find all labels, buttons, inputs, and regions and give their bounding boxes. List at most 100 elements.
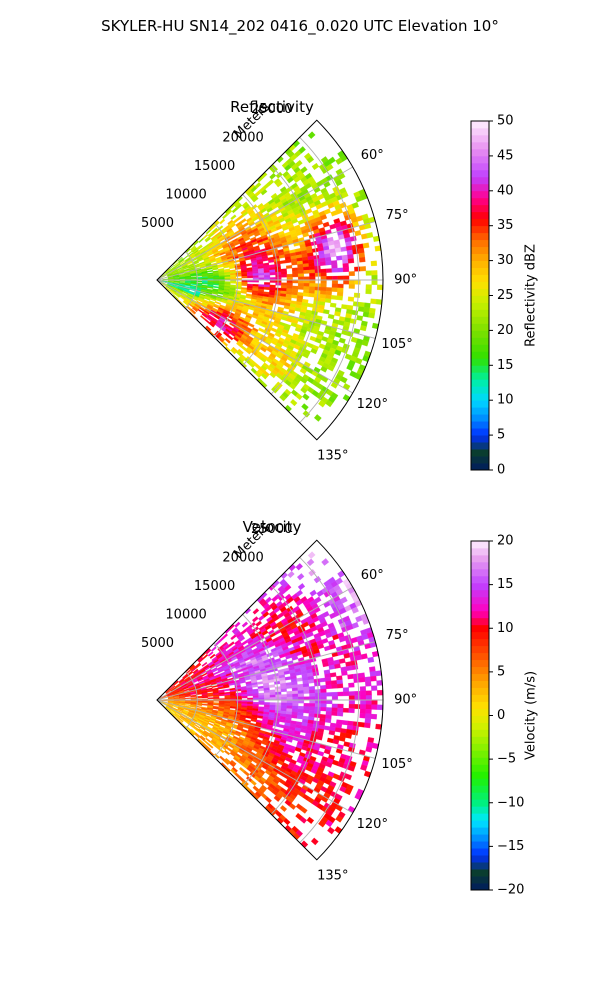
colorbar-swatch (471, 736, 489, 744)
radar-gate (297, 583, 306, 591)
radar-gate (334, 311, 341, 317)
radar-gate (348, 704, 355, 709)
radar-gate (349, 235, 357, 242)
radar-gate (365, 288, 372, 295)
colorbar-swatch (471, 827, 489, 835)
radar-gate (214, 301, 221, 305)
radar-gate (326, 692, 333, 697)
radar-gate (322, 221, 330, 228)
colorbar-swatch (471, 204, 489, 213)
radar-gate (348, 284, 355, 289)
colorbar-swatch (471, 121, 489, 129)
radar-gate (338, 736, 346, 742)
radar-gate (297, 687, 304, 691)
radar-gate (217, 225, 224, 231)
colorbar-swatch (471, 813, 489, 821)
colorbar-swatch (471, 806, 489, 814)
radar-gate (230, 281, 237, 284)
radar-gate (286, 690, 293, 695)
colorbar-swatch (471, 260, 489, 268)
radar-gate (303, 266, 310, 271)
radar-gate (256, 681, 264, 685)
radar-gate (325, 260, 332, 266)
radar-gate (317, 750, 325, 757)
radar-gate (371, 685, 378, 691)
radar-gate (309, 286, 316, 291)
radar-field (156, 131, 384, 422)
radial-tick-label: 15000 (194, 159, 235, 174)
radar-gate (336, 255, 343, 261)
radar-gate (292, 702, 299, 707)
radar-gate (353, 292, 361, 298)
radar-gate (360, 695, 367, 701)
colorbar-swatch (471, 743, 489, 751)
colorbar-swatch (471, 155, 489, 164)
colorbar-swatch (471, 267, 489, 275)
radar-gate (325, 710, 332, 716)
radar-gate (376, 689, 384, 696)
radar-gate (337, 691, 344, 697)
radar-gate (179, 281, 186, 283)
radar-gate (371, 275, 378, 281)
radar-gate (297, 270, 304, 274)
radar-gate (320, 214, 328, 221)
radar-gate (338, 658, 346, 664)
radar-gate (360, 704, 367, 710)
radar-gate (309, 699, 316, 704)
radar-gate (224, 749, 231, 756)
colorbar-swatch (471, 792, 489, 800)
azimuth-tick-label: 120° (357, 397, 388, 412)
colorbar-swatch (471, 211, 489, 220)
colorbar-swatch (471, 680, 489, 688)
radar-gate (281, 282, 288, 286)
radar-gate (302, 393, 310, 401)
radar-gate (280, 688, 287, 693)
radar-gate (354, 266, 361, 272)
colorbar-swatch (471, 659, 489, 668)
radar-gate (343, 691, 350, 697)
radar-gate (228, 641, 235, 647)
radar-gate (255, 620, 263, 627)
radar-gate (320, 685, 327, 690)
colorbar-swatch (471, 393, 489, 401)
colorbar-tick-label: 15 (497, 358, 514, 373)
radar-gate (331, 283, 338, 289)
colorbar-tick-label: 45 (497, 148, 514, 163)
radar-gate (201, 703, 208, 706)
radar-gate (337, 287, 344, 293)
radar-gate (219, 218, 226, 225)
radar-gate (224, 276, 231, 279)
radar-gate (258, 695, 265, 698)
radar-gate (329, 302, 337, 308)
colorbar-swatch (471, 541, 489, 549)
radar-gate (241, 621, 249, 628)
radar-gate (286, 265, 293, 269)
radar-gate (330, 295, 338, 300)
radar-gate (235, 286, 242, 290)
radar-gate (341, 720, 349, 726)
azimuth-tick-label: 60° (361, 568, 384, 583)
radar-gate (230, 214, 237, 221)
radar-gate (264, 694, 271, 698)
radar-gate (325, 684, 332, 690)
radar-gate (269, 272, 276, 276)
radar-gate (247, 275, 254, 279)
radar-gate (365, 270, 372, 276)
radar-gate (359, 266, 367, 272)
radar-gate (342, 267, 350, 273)
radar-gate (330, 260, 338, 265)
colorbar-swatch (471, 134, 489, 143)
colorbar-swatch (471, 274, 489, 282)
radial-tick-label: 10000 (165, 607, 206, 622)
colorbar-swatch (471, 610, 489, 619)
colorbar-swatch (471, 750, 489, 758)
radar-gate (321, 637, 329, 644)
radar-gate (370, 713, 378, 720)
radar-gate (365, 699, 372, 705)
radar-gate (337, 570, 346, 578)
radar-gate (309, 696, 316, 701)
radar-gate (230, 276, 237, 279)
radar-gate (343, 741, 351, 748)
radar-gate (252, 275, 259, 279)
